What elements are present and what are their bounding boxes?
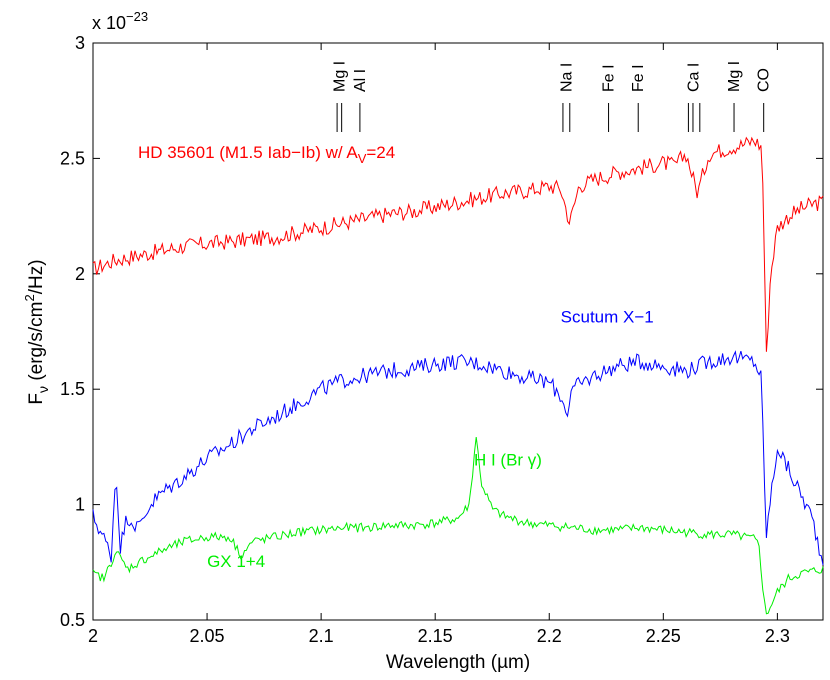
x-axis-label: Wavelength (µm) <box>386 652 530 673</box>
annotations-group: H I (Br γ) Scutum X−1 GX 1+4 <box>207 307 654 571</box>
series-label-hd35601: HD 35601 (M1.5 Iab−Ib) w/ AV=24 <box>138 143 395 166</box>
series-group <box>92 136 824 615</box>
line-marker-label: Fe I <box>630 64 647 92</box>
y-tick-label: 2.5 <box>60 148 85 168</box>
y-axis-label: Fν (erg/s/cm2/Hz) <box>22 259 51 404</box>
x-tick-label: 2 <box>88 626 98 646</box>
annotation-label: Scutum X−1 <box>561 307 654 326</box>
spectral-line-markers: Mg I Al I Na I Fe I Fe I Ca I Mg I CO <box>331 61 773 132</box>
plot-frame <box>92 42 824 621</box>
line-marker-label: Fe I <box>601 64 618 92</box>
y-tick-label: 2 <box>75 264 85 284</box>
series-line-1 <box>92 350 824 566</box>
scale-note: x 10−23 <box>92 9 148 33</box>
line-marker-label: Mg I <box>331 61 348 92</box>
y-tick-label: 1.5 <box>60 379 85 399</box>
x-tick-label: 2.15 <box>418 626 453 646</box>
series-line-0 <box>92 136 824 352</box>
line-marker-label: Al I <box>352 69 369 92</box>
y-tick-label: 3 <box>75 33 85 53</box>
axis-ticks: 2 2.05 2.1 2.15 2.2 2.25 2.3 0.5 1 1.5 2 2.5 3 <box>60 33 823 646</box>
y-tick-label: 0.5 <box>60 610 85 630</box>
x-tick-label: 2.3 <box>765 626 790 646</box>
x-tick-label: 2.2 <box>537 626 562 646</box>
x-tick-label: 2.1 <box>309 626 334 646</box>
series-line-2 <box>92 437 824 615</box>
x-tick-label: 2.05 <box>190 626 225 646</box>
annotation-label: GX 1+4 <box>207 552 265 571</box>
line-marker-label: Mg I <box>726 61 743 92</box>
line-marker-label: Na I <box>558 63 575 92</box>
annotation-label: H I (Br γ) <box>474 450 542 469</box>
line-marker-label: CO <box>756 68 773 92</box>
line-marker-label: Ca I <box>686 63 703 92</box>
y-tick-label: 1 <box>75 495 85 515</box>
x-tick-label: 2.25 <box>646 626 681 646</box>
